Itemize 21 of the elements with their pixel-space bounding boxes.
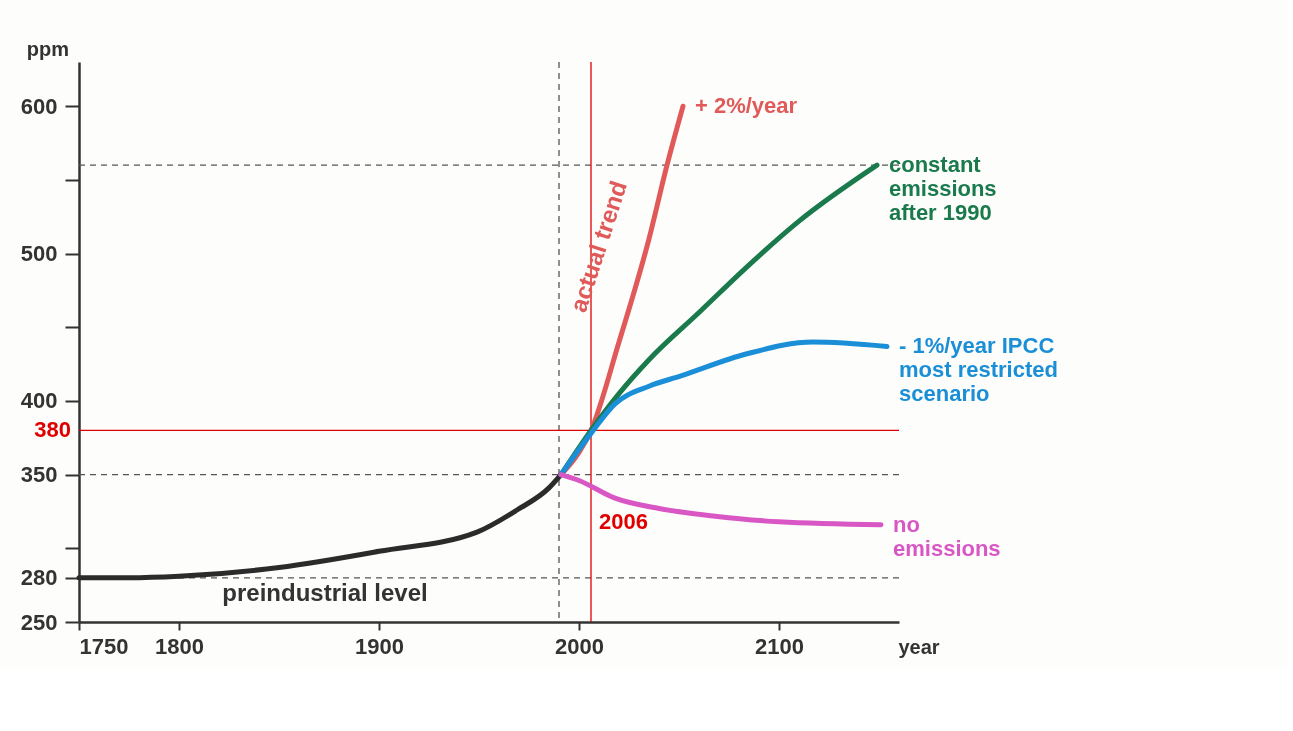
y-tick-label: 500 (20, 241, 58, 267)
x-tick-label: 1800 (155, 633, 204, 659)
series-label: - 1%/year IPCC most restricted scenario (899, 333, 1058, 407)
y-tick-label: 400 (20, 388, 58, 414)
y-axis-title: ppm (26, 38, 69, 60)
x-tick-label: 2000 (555, 633, 604, 659)
series-label: no emissions (893, 511, 1001, 561)
x-tick-label: 2100 (755, 633, 804, 659)
series-label: constant emissions after 1990 (889, 152, 997, 226)
annotation: preindustrial level (222, 579, 428, 606)
ref-line-label: 380 (34, 417, 71, 443)
y-tick-label: 350 (20, 462, 58, 488)
series-label: + 2%/year (695, 93, 798, 119)
x-tick-label: 1750 (79, 633, 129, 659)
y-tick-label: 600 (20, 93, 58, 119)
annotation: actual trend (564, 177, 633, 316)
y-tick-label: 280 (20, 565, 58, 591)
x-axis-title: year (898, 636, 940, 658)
ref-line-label: 2006 (599, 509, 648, 534)
x-tick-label: 1900 (355, 633, 404, 659)
y-tick-label: 250 (20, 609, 58, 635)
